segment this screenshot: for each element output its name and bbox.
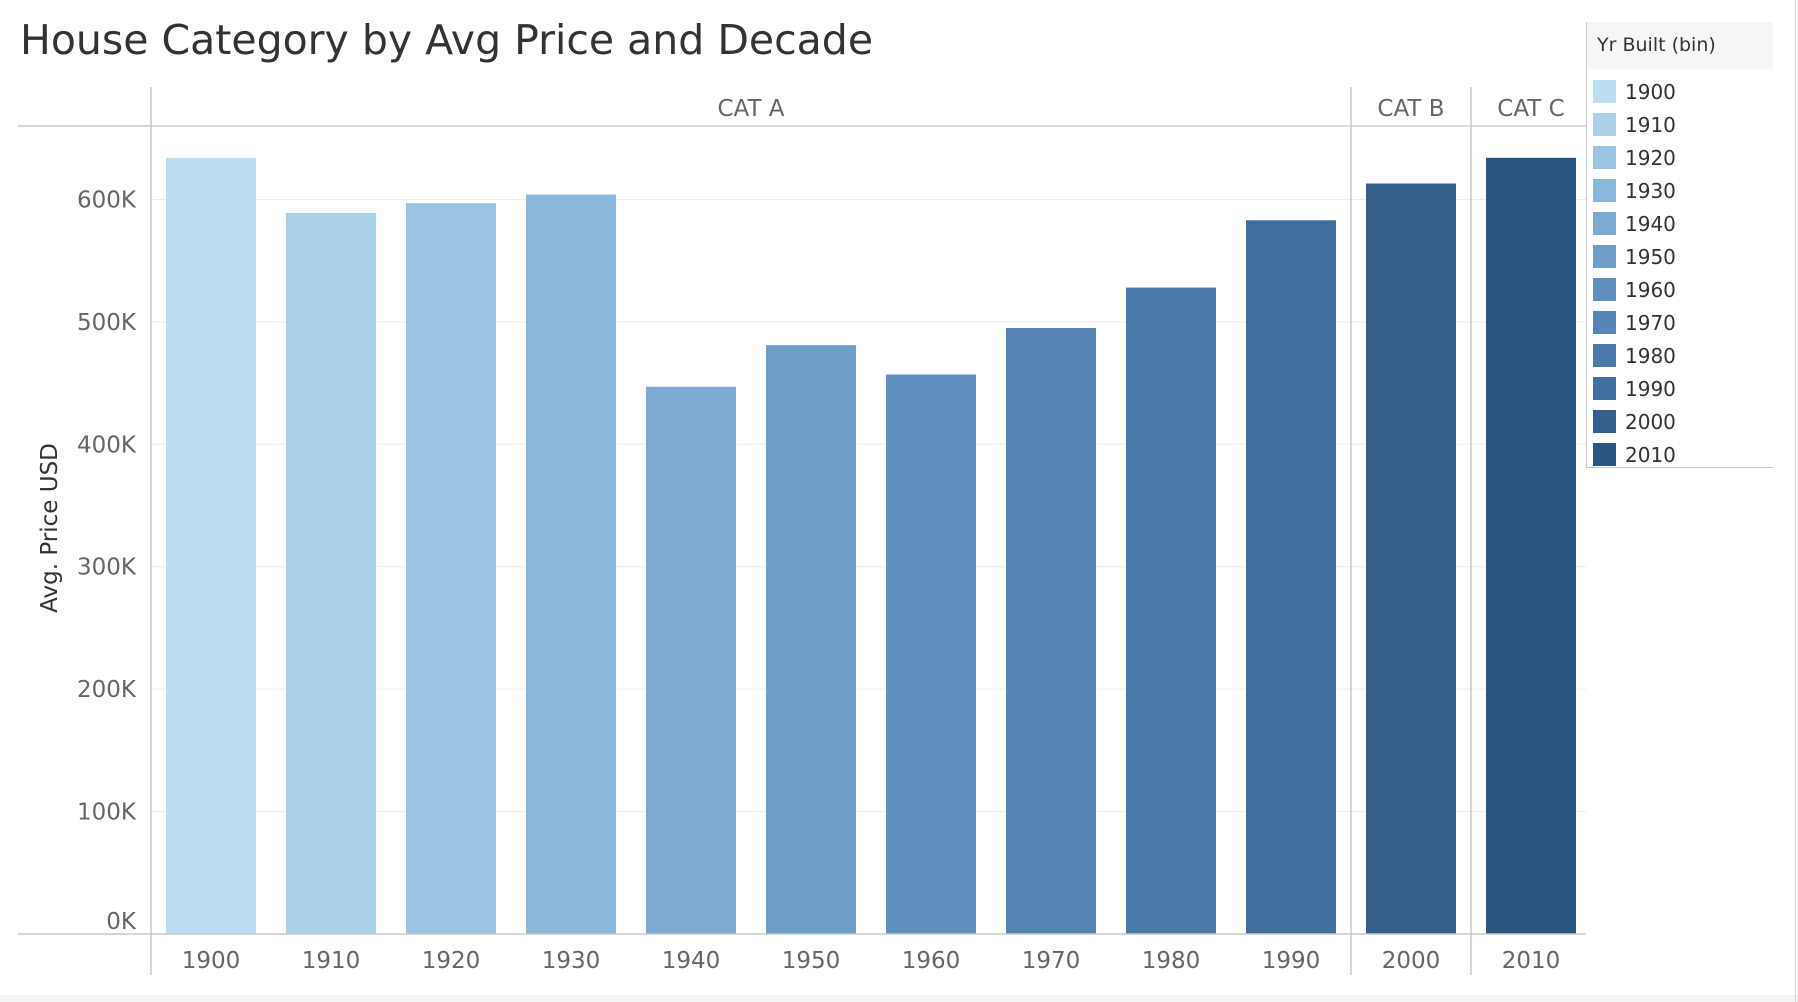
bar-1950: [766, 345, 856, 934]
legend-item[interactable]: 1930: [1587, 174, 1773, 207]
legend-item[interactable]: 2010: [1587, 438, 1773, 471]
legend-item[interactable]: 1960: [1587, 273, 1773, 306]
x-tick-label-1920: 1920: [422, 948, 481, 974]
bar-2010: [1486, 157, 1576, 934]
x-tick-label-1910: 1910: [302, 948, 361, 974]
x-tick-label-1930: 1930: [542, 948, 601, 974]
legend-swatch: [1593, 245, 1616, 268]
legend-items: 1900 1910 1920 1930 1940 1950 1960 1970 1980 1990…: [1587, 69, 1773, 471]
x-tick-label-1990: 1990: [1262, 948, 1321, 974]
legend-item[interactable]: 1990: [1587, 372, 1773, 405]
legend-label: 1900: [1625, 79, 1676, 104]
panel-header-2: CAT B: [1377, 96, 1444, 122]
y-tick-label: 100K: [77, 800, 137, 826]
bar-1940: [646, 386, 736, 934]
legend-swatch: [1593, 278, 1616, 301]
x-tick-label-1900: 1900: [182, 948, 241, 974]
legend-label: 1970: [1625, 310, 1676, 335]
legend-item[interactable]: 1950: [1587, 240, 1773, 273]
legend-swatch: [1593, 377, 1616, 400]
legend-label: 1980: [1625, 343, 1676, 368]
y-tick-label: 200K: [77, 677, 137, 703]
bar-1980: [1126, 287, 1216, 935]
panel-header-1: CAT A: [717, 96, 784, 122]
x-tick-label-1970: 1970: [1022, 948, 1081, 974]
legend-item[interactable]: 1920: [1587, 141, 1773, 174]
x-tick-label-1940: 1940: [662, 948, 721, 974]
legend-item[interactable]: 1910: [1587, 108, 1773, 141]
legend-swatch: [1593, 443, 1616, 466]
bar-chart: 1900 1910 1920 1930 1940 1950 1960 1970 1980 1990…: [18, 87, 1586, 975]
bar-1930: [526, 194, 616, 935]
right-border: [1795, 0, 1796, 1002]
legend-item[interactable]: 1980: [1587, 339, 1773, 372]
bar-1920: [406, 203, 496, 935]
color-legend: Yr Built (bin) 1900 1910 1920 1930 1940 1950 1…: [1586, 22, 1773, 468]
bottom-strip: [0, 995, 1798, 1002]
bar-1910: [286, 212, 376, 935]
legend-label: 1940: [1625, 211, 1676, 236]
legend-item[interactable]: 1900: [1587, 75, 1773, 108]
y-axis-title: Avg. Price USD: [37, 443, 63, 613]
legend-swatch: [1593, 410, 1616, 433]
legend-label: 1990: [1625, 376, 1676, 401]
legend-item[interactable]: 2000: [1587, 405, 1773, 438]
legend-swatch: [1593, 80, 1616, 103]
legend-label: 1930: [1625, 178, 1676, 203]
x-tick-label-1980: 1980: [1142, 948, 1201, 974]
x-tick-label-2000: 2000: [1382, 948, 1441, 974]
legend-label: 1960: [1625, 277, 1676, 302]
legend-swatch: [1593, 311, 1616, 334]
x-tick-label-2010: 2010: [1502, 948, 1561, 974]
y-tick-label: 600K: [77, 187, 137, 213]
legend-swatch: [1593, 179, 1616, 202]
legend-swatch: [1593, 212, 1616, 235]
legend-title: Yr Built (bin): [1587, 22, 1773, 69]
bar-1960: [886, 374, 976, 934]
legend-label: 1910: [1625, 112, 1676, 137]
legend-label: 1950: [1625, 244, 1676, 269]
legend-item[interactable]: 1940: [1587, 207, 1773, 240]
y-tick-label: 400K: [77, 432, 137, 458]
legend-label: 2010: [1625, 442, 1676, 467]
x-tick-label-1950: 1950: [782, 948, 841, 974]
y-tick-label: 300K: [77, 555, 137, 581]
legend-swatch: [1593, 344, 1616, 367]
panel-header-3: CAT C: [1497, 96, 1564, 122]
legend-label: 1920: [1625, 145, 1676, 170]
legend-swatch: [1593, 146, 1616, 169]
legend-swatch: [1593, 113, 1616, 136]
y-tick-label: 500K: [77, 310, 137, 336]
y-tick-label: 0K: [106, 909, 137, 935]
legend-label: 2000: [1625, 409, 1676, 434]
bar-1970: [1006, 328, 1096, 934]
bar-1990: [1246, 220, 1336, 934]
legend-item[interactable]: 1970: [1587, 306, 1773, 339]
bar-1900: [166, 157, 256, 934]
bar-2000: [1366, 183, 1456, 934]
chart-title: House Category by Avg Price and Decade: [20, 16, 874, 64]
x-tick-label-1960: 1960: [902, 948, 961, 974]
